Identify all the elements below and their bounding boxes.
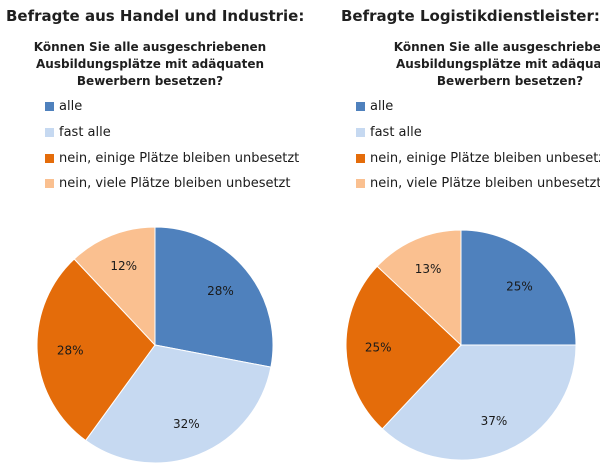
- chart-question-line-2: Ausbildungsplätze mit adäquaten: [36, 57, 264, 71]
- pie-slice-nein-viele: [376, 229, 462, 347]
- legend-swatch-alle: [45, 102, 54, 111]
- chart-question-line-2: Ausbildungsplätze mit adäquaten: [396, 57, 600, 71]
- pie-slice-fast-alle: [381, 344, 577, 461]
- chart-question-line-1: Können Sie alle ausgeschriebenen: [393, 40, 600, 54]
- legend-swatch-nein-einige: [45, 153, 54, 163]
- pie-data-label-alle: 25%: [506, 280, 533, 294]
- pie-data-label-alle: 28%: [207, 284, 234, 298]
- legend-label-alle: alle: [370, 99, 394, 114]
- legend-label-nein-einige: nein, einige Plätze bleiben unbesetzt: [370, 150, 600, 166]
- legend-swatch-fast-alle: [356, 127, 365, 137]
- legend-label-nein-viele: nein, viele Plätze bleiben unbesetzt: [59, 176, 291, 192]
- chart-question: Können Sie alle ausgeschriebenen Ausbild…: [0, 39, 300, 90]
- chart-panel-handel-industrie: Befragte aus Handel und Industrie: Könne…: [0, 7, 304, 464]
- pie-slice-alle: [154, 226, 274, 368]
- chart-title: Befragte aus Handel und Industrie:: [6, 7, 305, 25]
- pie-chart-handel-industrie: 28% 32% 28% 12%: [36, 226, 274, 464]
- legend-label-fast-alle: fast alle: [370, 124, 422, 140]
- pie-data-label-nein-viele: 13%: [415, 262, 442, 276]
- legend-swatch-nein-viele: [356, 179, 365, 189]
- pie-slice-nein-einige: [36, 258, 156, 442]
- chart-question-line-3: Bewerbern besetzen?: [436, 74, 584, 88]
- chart-question-line-3: Bewerbern besetzen?: [76, 74, 224, 88]
- legend-swatch-nein-viele: [45, 179, 54, 189]
- chart-panel-logistikdienstleister: Befragte Logistikdienstleister: Können S…: [300, 0, 600, 470]
- chart-title: Befragte Logistikdienstleister:: [341, 7, 600, 25]
- pie-data-label-fast-alle: 32%: [173, 417, 200, 431]
- legend-swatch-nein-einige: [356, 153, 365, 163]
- legend-label-fast-alle: fast alle: [59, 124, 111, 140]
- legend-label-nein-einige: nein, einige Plätze bleiben unbesetzt: [59, 150, 300, 166]
- legend-label-nein-viele: nein, viele Plätze bleiben unbesetzt: [370, 176, 600, 192]
- pie-data-label-fast-alle: 37%: [481, 414, 508, 428]
- pie-slice-fast-alle: [84, 344, 272, 464]
- pie-slice-nein-viele: [73, 226, 156, 347]
- pie-chart-logistikdienstleister: 25% 37% 25% 13%: [345, 229, 577, 461]
- legend-swatch-alle: [356, 102, 365, 111]
- legend-swatch-fast-alle: [45, 127, 54, 137]
- pie-data-label-nein-einige: 28%: [57, 343, 84, 357]
- chart-question: Können Sie alle ausgeschriebenen Ausbild…: [360, 39, 600, 90]
- legend-label-alle: alle: [59, 99, 83, 114]
- pie-slice-alle: [460, 229, 577, 346]
- pie-slice-nein-einige: [345, 265, 462, 430]
- pie-data-label-nein-viele: 12%: [110, 259, 137, 273]
- pie-data-label-nein-einige: 25%: [365, 341, 392, 355]
- chart-question-line-1: Können Sie alle ausgeschriebenen: [33, 40, 267, 54]
